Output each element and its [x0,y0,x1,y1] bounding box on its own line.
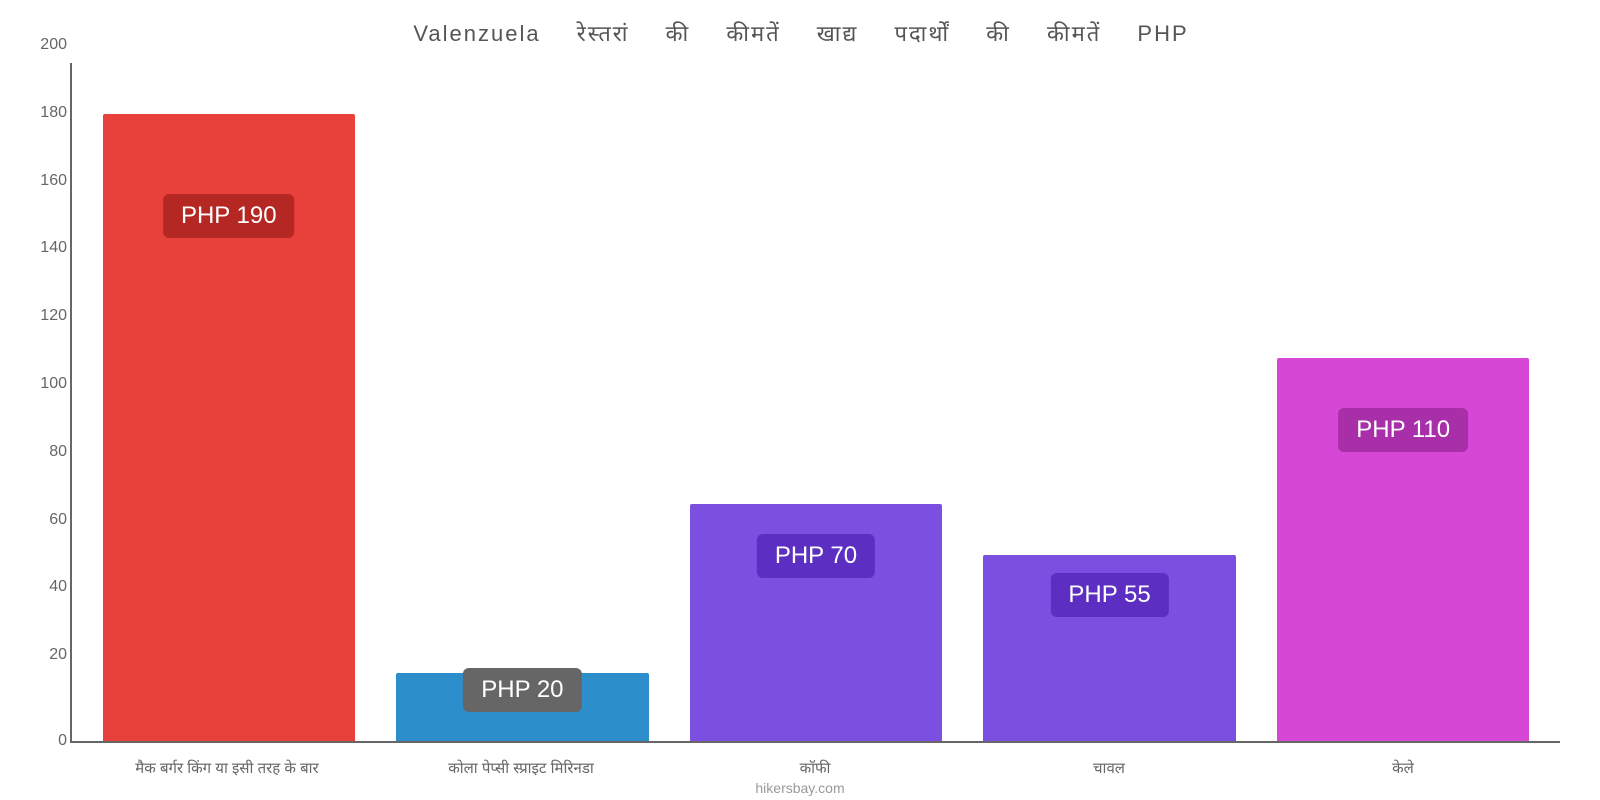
title-word-2: की [666,21,691,46]
y-tick: 100 [17,375,67,393]
bar-slot: PHP 70 [669,63,963,741]
bar-value-label: PHP 110 [1338,408,1468,452]
y-tick: 20 [17,646,67,664]
bar-mac-burger: PHP 190 [103,114,355,741]
chart-container: Valenzuela रेस्तरां की कीमतें खाद्य पदार… [0,0,1600,800]
title-word-4: खाद्य [817,21,859,46]
y-tick: 140 [17,239,67,257]
bar-coffee: PHP 70 [690,504,942,741]
chart-title: Valenzuela रेस्तरां की कीमतें खाद्य पदार… [70,10,1560,63]
x-label: चावल [962,752,1256,778]
y-tick: 180 [17,104,67,122]
y-tick: 80 [17,443,67,461]
attribution: hikersbay.com [0,780,1600,796]
bar-slot: PHP 110 [1256,63,1550,741]
y-tick: 120 [17,307,67,325]
bars-group: PHP 190 PHP 20 PHP 70 PHP 55 PHP [72,63,1560,741]
title-word-0: Valenzuela [413,21,540,46]
x-label: कोला पेप्सी स्प्राइट मिरिनडा [374,752,668,778]
title-word-5: पदार्थों [894,21,950,46]
y-tick: 60 [17,511,67,529]
bar-slot: PHP 20 [376,63,670,741]
title-word-1: रेस्तरां [577,21,630,46]
plot-area: 0 20 40 60 80 100 120 140 160 180 200 PH… [70,63,1560,743]
bar-rice: PHP 55 [983,555,1235,741]
x-axis-labels: मैक बर्गर किंग या इसी तरह के बार कोला पे… [70,752,1560,778]
y-tick: 40 [17,578,67,596]
title-word-3: कीमतें [726,21,780,46]
x-label: केले [1256,752,1550,778]
bar-value-label: PHP 55 [1050,573,1168,617]
y-tick: 200 [17,36,67,54]
title-word-7: कीमतें [1047,21,1101,46]
bar-slot: PHP 190 [82,63,376,741]
y-tick: 160 [17,172,67,190]
bar-slot: PHP 55 [963,63,1257,741]
bar-value-label: PHP 190 [163,194,295,238]
y-tick: 0 [17,732,67,750]
bar-cola: PHP 20 [396,673,648,741]
bar-value-label: PHP 70 [757,534,875,578]
bar-banana: PHP 110 [1277,358,1529,741]
title-word-6: की [986,21,1011,46]
x-label: मैक बर्गर किंग या इसी तरह के बार [80,752,374,778]
title-word-8: PHP [1137,21,1188,46]
y-axis: 0 20 40 60 80 100 120 140 160 180 200 [17,63,67,741]
bar-value-label: PHP 20 [463,668,581,712]
x-label: कॉफी [668,752,962,778]
